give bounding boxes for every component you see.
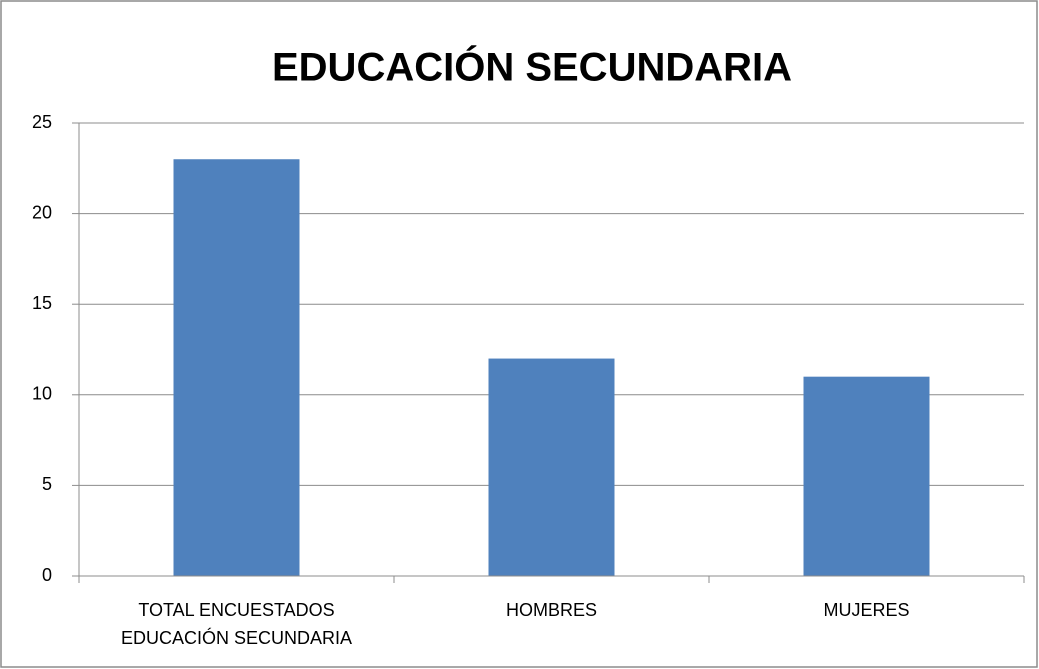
x-tick-label-box: HOMBRES (505, 600, 597, 620)
x-tick-label-box: TOTAL ENCUESTADOS EDUCACIÓN SECUNDARIA (120, 600, 353, 648)
y-tick-label: 20 (32, 202, 52, 222)
y-tick-label: 15 (32, 293, 52, 313)
bar (803, 376, 930, 576)
bar (488, 358, 615, 576)
y-tick-label: 0 (42, 565, 52, 585)
x-tick-label: TOTAL ENCUESTADOS EDUCACIÓN SECUNDARIA (120, 600, 353, 648)
x-tick-label-box: MUJERES (823, 600, 910, 620)
y-tick-label: 25 (32, 112, 52, 132)
bar (173, 159, 300, 577)
y-tick-label: 5 (42, 474, 52, 494)
chart-title: EDUCACIÓN SECUNDARIA (272, 44, 792, 90)
y-tick-label: 10 (32, 384, 52, 404)
x-tick-label: HOMBRES (505, 600, 597, 620)
x-tick-label: MUJERES (823, 600, 910, 620)
